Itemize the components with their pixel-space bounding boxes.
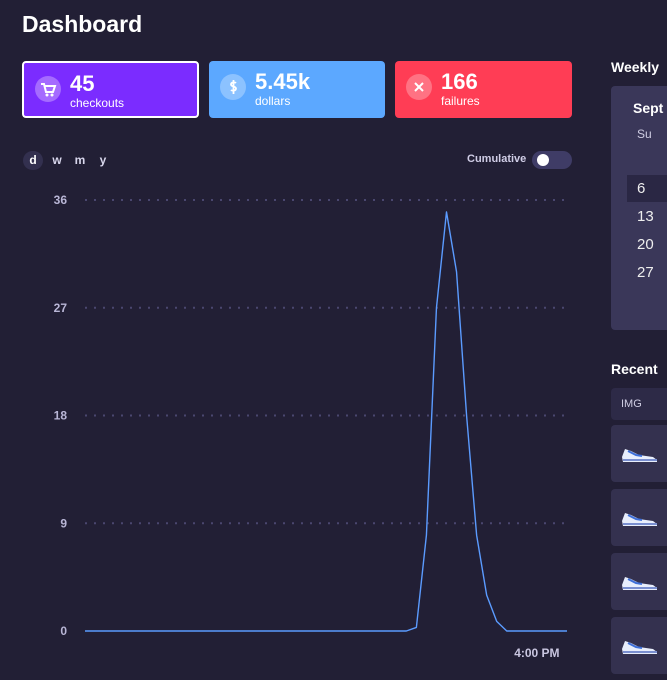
table-row[interactable] xyxy=(611,553,667,610)
stat-label: failures xyxy=(441,94,480,108)
page-title: Dashboard xyxy=(22,11,143,37)
calendar-day[interactable]: 6 xyxy=(637,180,646,197)
stat-card[interactable]: 45 checkouts xyxy=(22,61,199,118)
toggle-switch[interactable] xyxy=(532,151,572,169)
calendar-day[interactable]: 27 xyxy=(637,264,654,281)
toggle-knob xyxy=(537,154,549,166)
product-image xyxy=(622,513,657,526)
stat-card[interactable]: 166 failures xyxy=(395,61,572,118)
cart-icon xyxy=(35,76,61,102)
y-tick-label: 36 xyxy=(54,193,68,207)
product-image xyxy=(622,449,657,462)
period-tab[interactable]: w xyxy=(52,153,62,167)
y-tick-label: 27 xyxy=(54,301,68,315)
stat-card[interactable]: 5.45k dollars xyxy=(209,61,385,118)
column-header: IMG xyxy=(621,398,642,410)
period-tab[interactable]: m xyxy=(74,153,86,167)
calendar-day[interactable]: 13 xyxy=(637,208,654,225)
period-tab[interactable]: d xyxy=(23,151,43,170)
section-title: Recent xyxy=(611,361,658,377)
table-header: IMG xyxy=(611,388,667,420)
stat-label: checkouts xyxy=(70,96,125,110)
toggle-label: Cumulative xyxy=(467,153,527,165)
stat-value: 45 xyxy=(70,71,95,96)
y-tick-label: 0 xyxy=(60,624,67,638)
dollar-icon xyxy=(220,74,246,100)
calendar xyxy=(611,86,667,330)
data-line xyxy=(85,211,567,632)
product-image xyxy=(622,577,657,590)
y-tick-label: 18 xyxy=(54,409,68,423)
product-image xyxy=(622,641,657,654)
section-title: Weekly xyxy=(611,59,659,75)
period-tab[interactable]: y xyxy=(99,153,107,167)
chart: 0 9 18 27 36 4:00 PM xyxy=(54,193,567,660)
x-tick-label: 4:00 PM xyxy=(514,646,559,660)
calendar-weekday: Su xyxy=(637,127,652,141)
calendar-day[interactable]: 20 xyxy=(637,236,654,253)
calendar-month: Sept xyxy=(633,100,664,116)
stat-value: 166 xyxy=(441,69,478,94)
stat-value: 5.45k xyxy=(255,69,311,94)
table-row[interactable] xyxy=(611,425,667,482)
table-row[interactable] xyxy=(611,489,667,546)
table-row[interactable] xyxy=(611,617,667,674)
calendar-highlight xyxy=(627,175,667,202)
y-tick-label: 9 xyxy=(60,516,67,530)
stat-label: dollars xyxy=(255,94,291,108)
fail-icon xyxy=(406,74,432,100)
